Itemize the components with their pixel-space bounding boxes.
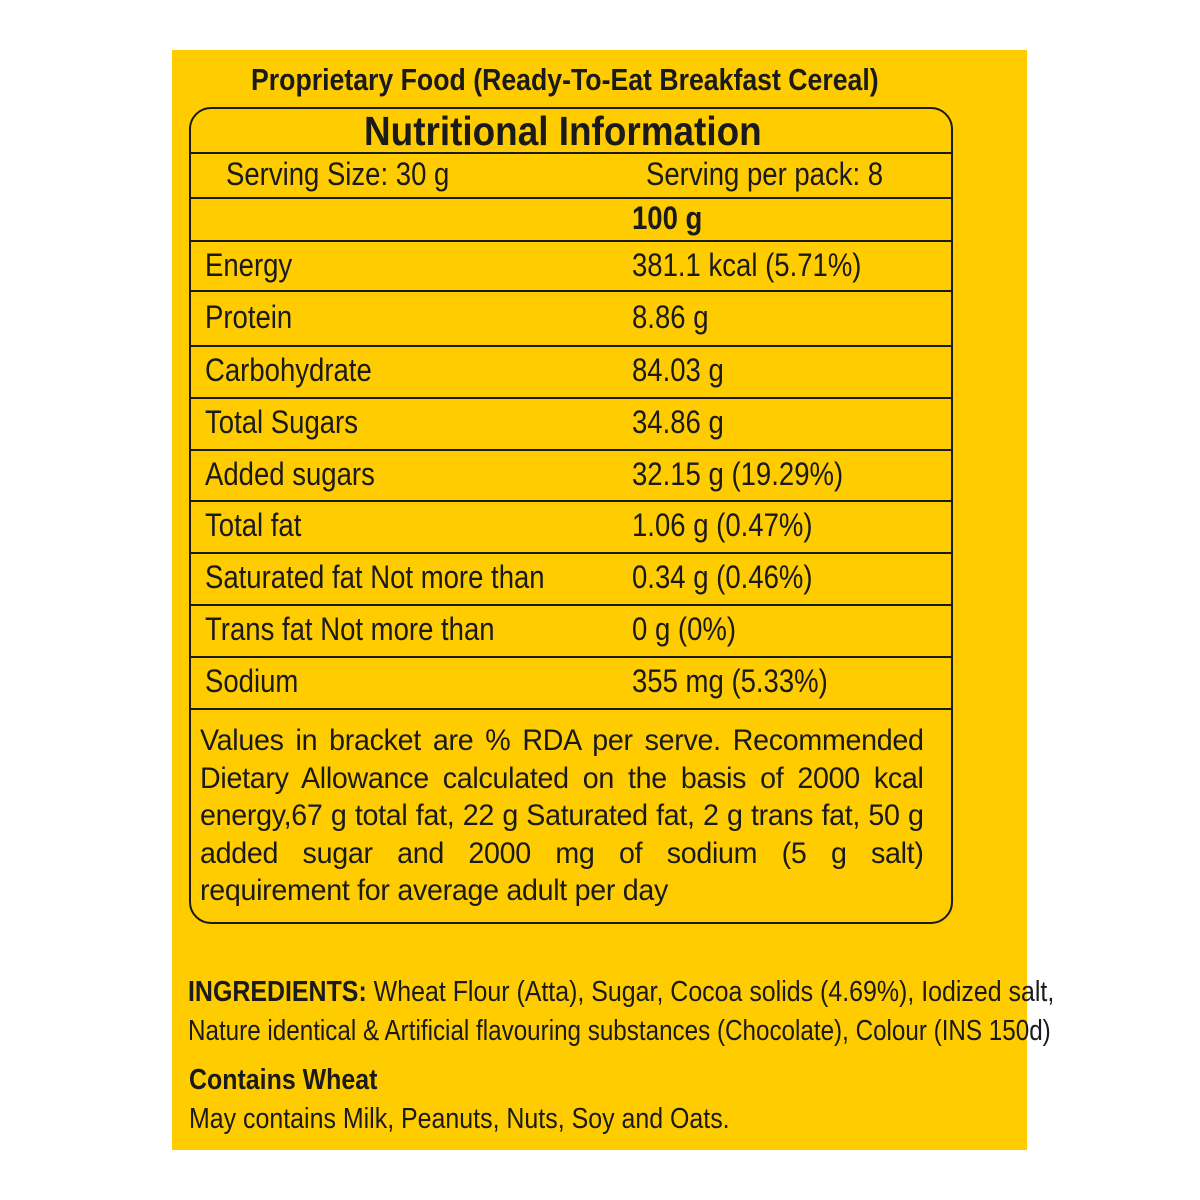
divider: [189, 290, 951, 292]
nutrient-label: Total fat: [205, 507, 302, 543]
divider: [189, 708, 951, 710]
may-contain-allergens: May contains Milk, Peanuts, Nuts, Soy an…: [189, 1103, 730, 1135]
serving-size: Serving Size: 30 g: [226, 156, 450, 192]
divider: [189, 604, 951, 606]
divider: [189, 397, 951, 399]
nutrient-label: Total Sugars: [205, 404, 358, 440]
column-header: 100 g: [632, 200, 703, 236]
nutrient-value: 0 g (0%): [632, 611, 737, 647]
product-type: Proprietary Food (Ready-To-Eat Breakfast…: [251, 62, 879, 97]
divider: [189, 152, 951, 154]
nutrient-label: Trans fat Not more than: [205, 611, 495, 647]
nutrient-label: Added sugars: [205, 455, 375, 492]
nutrient-label: Saturated fat Not more than: [205, 559, 545, 595]
nutrient-value: 32.15 g (19.29%): [632, 455, 844, 492]
nutrient-value: 1.06 g (0.47%): [632, 507, 813, 543]
divider: [189, 240, 951, 242]
nutrition-table: [189, 107, 953, 924]
nutrient-value: 84.03 g: [632, 352, 724, 388]
nutrient-label: Sodium: [205, 663, 299, 699]
nutrient-value: 34.86 g: [632, 404, 724, 440]
rda-note-text: Values in bracket are % RDA per serve. R…: [200, 724, 924, 907]
nutrient-label: Carbohydrate: [205, 352, 372, 388]
ingredients-text-1: Wheat Flour (Atta), Sugar, Cocoa solids …: [373, 976, 1055, 1008]
nutrient-label: Energy: [205, 246, 293, 283]
divider: [189, 449, 951, 451]
nutrient-label: Protein: [205, 298, 293, 335]
divider: [189, 197, 951, 199]
ingredients-label: INGREDIENTS:: [188, 976, 367, 1008]
divider: [189, 345, 951, 347]
nutrient-value: 381.1 kcal (5.71%): [632, 246, 862, 283]
divider: [189, 500, 951, 502]
servings-per-pack: Serving per pack: 8: [646, 156, 884, 192]
contains-allergen: Contains Wheat: [189, 1064, 378, 1096]
nutrient-value: 8.86 g: [632, 298, 709, 335]
rda-note: Values in bracket are % RDA per serve. R…: [200, 722, 924, 910]
ingredients-line-1: INGREDIENTS: Wheat Flour (Atta), Sugar, …: [188, 976, 1054, 1009]
nutrition-title: Nutritional Information: [364, 108, 762, 154]
nutrient-value: 355 mg (5.33%): [632, 663, 828, 699]
label-panel: [172, 50, 1027, 1150]
ingredients-line-2: Nature identical & Artificial flavouring…: [188, 1015, 1051, 1047]
nutrient-value: 0.34 g (0.46%): [632, 559, 813, 595]
divider: [189, 552, 951, 554]
divider: [189, 656, 951, 658]
